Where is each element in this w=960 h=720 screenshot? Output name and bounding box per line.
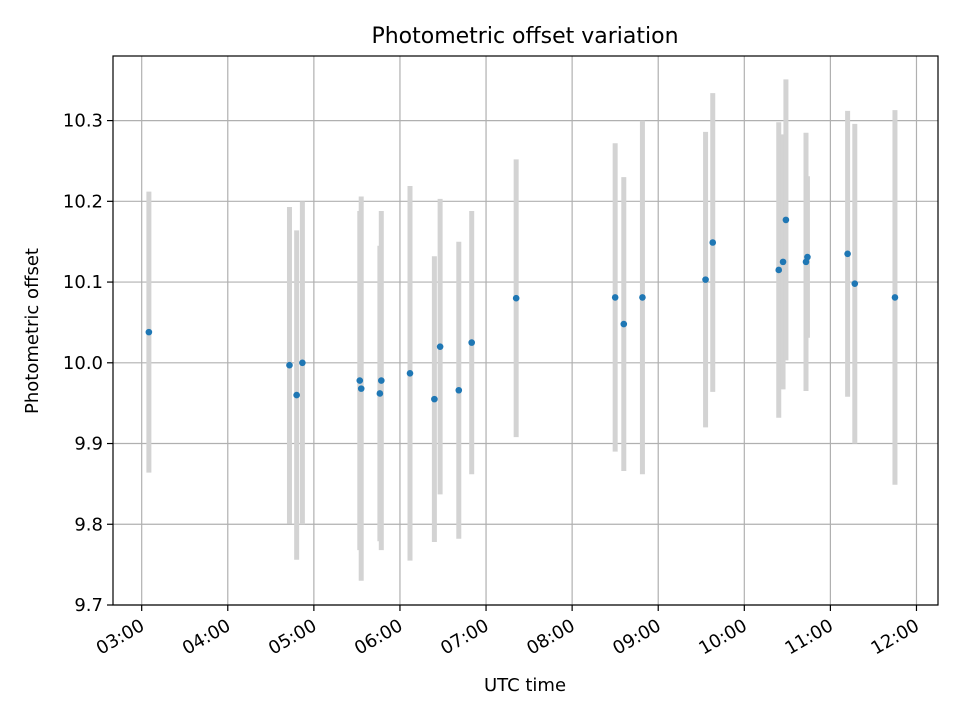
data-point bbox=[406, 369, 414, 377]
data-point bbox=[775, 266, 783, 274]
data-points bbox=[145, 216, 899, 403]
data-point bbox=[468, 339, 475, 346]
y-axis-label: Photometric offset bbox=[22, 248, 43, 414]
data-point bbox=[286, 361, 293, 369]
y-tick-label: 9.7 bbox=[74, 595, 103, 616]
y-axis-ticks: 9.7 9.8 9.9 10.0 10.1 10.2 10.3 bbox=[63, 111, 113, 616]
data-point bbox=[357, 385, 365, 392]
data-point bbox=[851, 280, 859, 287]
y-tick-label: 10.2 bbox=[63, 191, 103, 212]
data-point bbox=[356, 377, 364, 384]
data-point bbox=[431, 395, 438, 403]
x-axis-label: UTC time bbox=[484, 675, 566, 696]
data-point bbox=[844, 250, 851, 258]
data-point bbox=[376, 390, 384, 397]
y-tick-label: 9.9 bbox=[74, 434, 103, 455]
data-point bbox=[702, 276, 709, 283]
data-point bbox=[804, 253, 811, 261]
data-point bbox=[455, 386, 463, 394]
data-point bbox=[709, 239, 717, 246]
y-tick-label: 9.8 bbox=[74, 514, 103, 535]
data-point bbox=[639, 294, 646, 301]
data-point bbox=[512, 294, 520, 302]
data-point bbox=[611, 294, 619, 301]
y-tick-label: 10.3 bbox=[63, 111, 103, 132]
y-tick-label: 10.1 bbox=[63, 272, 103, 293]
data-point bbox=[436, 343, 444, 350]
chart-title: Photometric offset variation bbox=[371, 24, 678, 49]
data-point bbox=[620, 320, 628, 328]
data-point bbox=[891, 294, 899, 301]
plot-frame bbox=[112, 55, 939, 606]
data-point bbox=[782, 216, 790, 224]
data-point bbox=[293, 391, 300, 399]
data-point bbox=[299, 359, 306, 367]
data-point bbox=[779, 258, 787, 266]
data-point bbox=[378, 377, 385, 384]
y-tick-label: 10.0 bbox=[63, 353, 103, 374]
data-point bbox=[145, 328, 153, 336]
